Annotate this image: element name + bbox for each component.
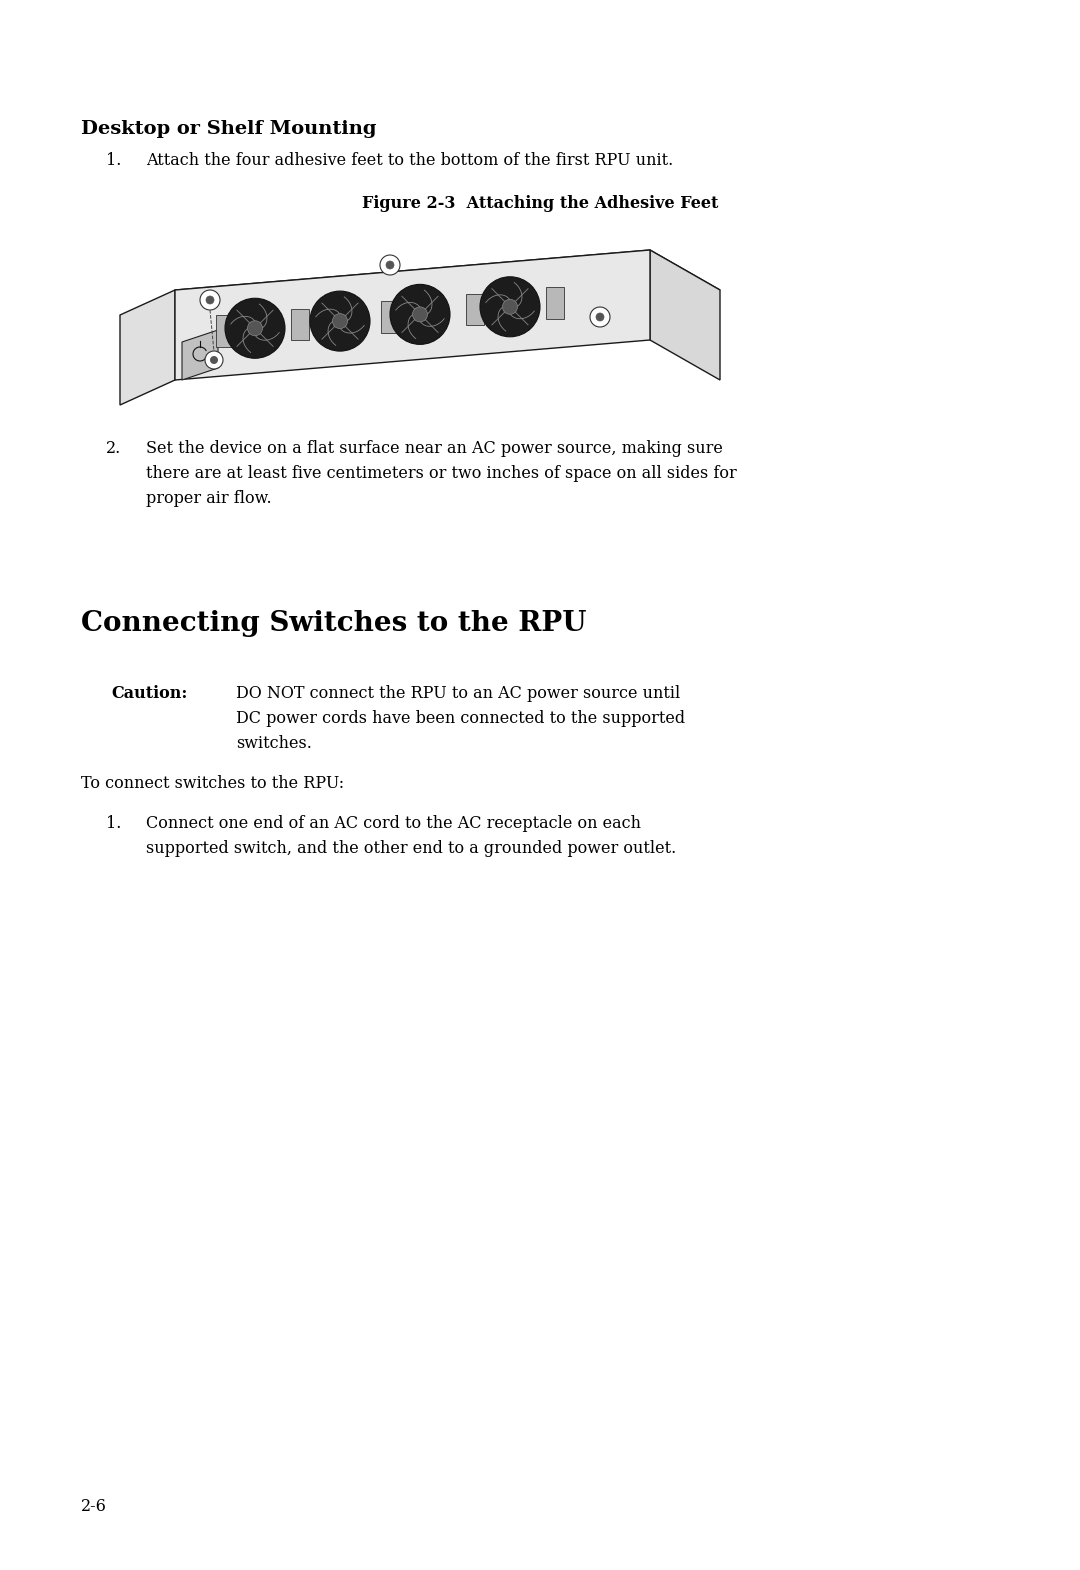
Polygon shape	[175, 250, 650, 380]
Text: Figure 2-3  Attaching the Adhesive Feet: Figure 2-3 Attaching the Adhesive Feet	[362, 195, 718, 212]
Text: 2-6: 2-6	[81, 1498, 107, 1515]
Text: Connecting Switches to the RPU: Connecting Switches to the RPU	[81, 611, 586, 637]
Text: DO NOT connect the RPU to an AC power source until
DC power cords have been conn: DO NOT connect the RPU to an AC power so…	[237, 685, 685, 752]
Polygon shape	[381, 301, 399, 333]
Polygon shape	[650, 250, 720, 380]
Circle shape	[225, 298, 285, 358]
Circle shape	[596, 312, 604, 320]
Text: Connect one end of an AC cord to the AC receptacle on each
supported switch, and: Connect one end of an AC cord to the AC …	[146, 815, 676, 857]
Circle shape	[386, 261, 394, 268]
Text: Caution:: Caution:	[111, 685, 187, 702]
Circle shape	[390, 284, 450, 344]
Circle shape	[205, 352, 222, 369]
Polygon shape	[465, 294, 484, 325]
Text: 1.: 1.	[106, 152, 121, 170]
Circle shape	[413, 306, 428, 322]
Circle shape	[206, 297, 214, 305]
Text: 2.: 2.	[106, 440, 121, 457]
Polygon shape	[183, 330, 218, 380]
Circle shape	[380, 254, 400, 275]
Polygon shape	[291, 309, 309, 341]
Text: 1.: 1.	[106, 815, 121, 832]
Polygon shape	[546, 287, 564, 319]
Circle shape	[480, 276, 540, 338]
Text: To connect switches to the RPU:: To connect switches to the RPU:	[81, 776, 345, 791]
Circle shape	[247, 320, 262, 336]
Circle shape	[310, 290, 370, 352]
Text: Attach the four adhesive feet to the bottom of the first RPU unit.: Attach the four adhesive feet to the bot…	[146, 152, 673, 170]
Circle shape	[200, 290, 220, 309]
Circle shape	[502, 300, 517, 314]
Circle shape	[210, 356, 218, 364]
Circle shape	[333, 314, 348, 328]
Polygon shape	[175, 250, 720, 331]
Text: Desktop or Shelf Mounting: Desktop or Shelf Mounting	[81, 119, 377, 138]
Polygon shape	[120, 290, 175, 405]
Text: Set the device on a flat surface near an AC power source, making sure
there are : Set the device on a flat surface near an…	[146, 440, 737, 507]
Circle shape	[590, 308, 610, 327]
Polygon shape	[216, 316, 234, 347]
